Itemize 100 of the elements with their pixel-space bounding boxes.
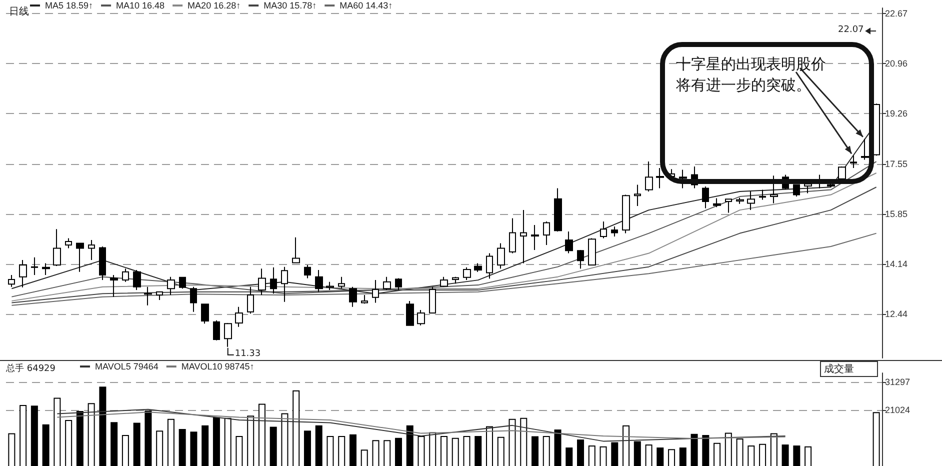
candlestick — [179, 276, 186, 290]
bar — [133, 422, 140, 466]
bar — [702, 434, 710, 466]
bar — [714, 442, 721, 466]
candlestick — [110, 274, 118, 298]
bar — [429, 432, 436, 466]
bar — [202, 425, 209, 466]
candlestick — [281, 266, 288, 302]
y-tick-label: 22.67 — [885, 8, 908, 18]
bar — [394, 438, 402, 466]
candlestick — [531, 224, 539, 251]
y-tick-label: 19.26 — [885, 108, 908, 119]
candlestick — [429, 286, 436, 314]
candlestick — [713, 198, 721, 208]
bar — [474, 436, 482, 466]
candlestick — [235, 306, 243, 328]
bar — [645, 444, 652, 466]
candlestick — [31, 256, 38, 276]
candlestick — [770, 175, 778, 204]
y-tick-label: 20.96 — [885, 58, 908, 69]
bar — [566, 447, 573, 466]
candlestick — [463, 266, 471, 281]
bar — [30, 406, 38, 466]
bar — [167, 418, 174, 466]
candlestick — [702, 186, 709, 209]
candlestick — [509, 218, 516, 254]
candlestick — [736, 197, 744, 204]
bar — [497, 436, 504, 466]
candlestick — [850, 155, 857, 168]
candlestick — [588, 238, 596, 266]
bar — [270, 426, 277, 466]
bar — [622, 425, 630, 466]
y-tick-label: 31297 — [885, 376, 910, 387]
candlestick — [167, 276, 175, 296]
candlestick — [133, 270, 141, 291]
candlestick — [156, 291, 163, 301]
candlestick — [497, 242, 505, 270]
candlestick — [452, 276, 459, 284]
bar — [452, 438, 459, 466]
bar — [440, 436, 448, 466]
annotation: 十字星的出现表明股价将有进一步的突破。 — [676, 54, 827, 96]
candlestick — [224, 322, 232, 348]
candlestick — [292, 236, 300, 264]
candlestick — [65, 238, 72, 249]
candlestick — [338, 276, 345, 290]
bar — [372, 440, 380, 466]
line-series — [11, 232, 877, 306]
candlestick — [656, 168, 664, 189]
bar — [384, 440, 391, 466]
bar — [577, 440, 584, 466]
bar — [588, 446, 596, 466]
bar — [247, 416, 254, 466]
bar — [349, 434, 356, 466]
chart-title: 日线 — [9, 6, 29, 18]
candlestick — [144, 286, 152, 306]
candlestick — [645, 161, 653, 192]
bar — [532, 436, 539, 466]
annotation: 11.33 — [234, 348, 261, 359]
bar — [634, 441, 641, 466]
candlestick — [361, 294, 368, 304]
candlestick — [759, 189, 766, 200]
bar — [724, 432, 732, 466]
bar — [360, 450, 368, 466]
legend-label: MA60 14.43↑ — [340, 0, 393, 10]
candlestick — [611, 226, 618, 238]
candlestick — [247, 286, 254, 314]
candlestick — [600, 221, 607, 239]
candlestick — [793, 184, 800, 198]
candlestick — [372, 280, 379, 304]
bar — [872, 412, 880, 466]
candlestick — [440, 276, 448, 288]
y-tick-label: 12.44 — [885, 309, 908, 320]
candlestick — [53, 228, 61, 266]
candlestick — [383, 276, 391, 291]
bar — [144, 410, 152, 466]
candlestick — [417, 310, 425, 326]
bar — [88, 403, 95, 466]
candlestick — [486, 252, 493, 280]
bar — [736, 438, 744, 466]
bar — [418, 436, 425, 466]
bar — [315, 425, 322, 466]
annotation: 22.07 — [838, 25, 864, 35]
candlestick — [565, 231, 573, 254]
bar — [156, 430, 164, 466]
legend-label: MAVOL10 98745↑ — [181, 362, 254, 372]
legend-label: MA20 16.28↑ — [188, 0, 241, 10]
bar — [793, 446, 800, 466]
candlestick — [725, 198, 732, 214]
candlestick — [213, 320, 220, 341]
bar — [611, 442, 618, 466]
bar — [668, 449, 676, 466]
candlestick — [8, 274, 15, 288]
bar — [8, 433, 16, 466]
annotation: 成交量 — [820, 361, 878, 377]
bar — [759, 444, 766, 466]
bar — [258, 404, 266, 466]
bar — [292, 390, 300, 466]
bar — [338, 436, 346, 466]
bar — [54, 398, 61, 466]
candlestick — [634, 184, 641, 206]
